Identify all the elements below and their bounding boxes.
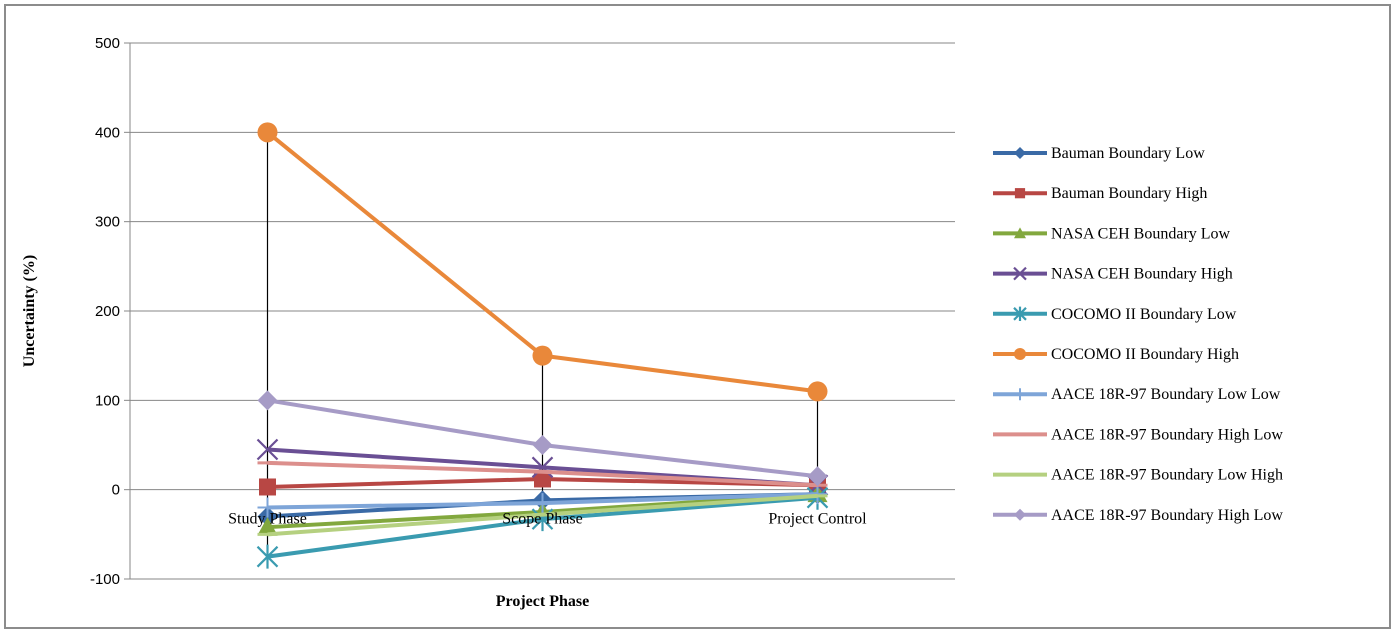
- y-tick-label: -100: [90, 571, 120, 588]
- series-10: [257, 390, 828, 487]
- chart-frame: [4, 4, 1391, 629]
- y-axis-title: Uncertainty (%): [21, 255, 38, 367]
- legend-item-5: COCOMO II Boundary Low: [993, 306, 1237, 323]
- legend-marker: [1014, 147, 1026, 159]
- data-point: [256, 544, 279, 569]
- x-tick-label: Study Phase: [228, 511, 307, 528]
- legend-label: AACE 18R-97 Boundary Low High: [1051, 467, 1283, 484]
- data-point: [807, 484, 828, 505]
- legend-item-8: AACE 18R-97 Boundary High Low: [993, 426, 1283, 443]
- data-point: [257, 517, 278, 536]
- legend-item-3: NASA CEH Boundary Low: [993, 225, 1231, 242]
- x-tick-label: Scope Phase: [502, 511, 582, 528]
- legend-item-9: AACE 18R-97 Boundary Low High: [993, 467, 1283, 484]
- y-tick-label: 200: [95, 303, 120, 320]
- y-tick-label: 0: [112, 482, 120, 499]
- legend-item-1: Bauman Boundary Low: [993, 145, 1205, 162]
- data-point: [807, 466, 828, 487]
- legend-marker: [1013, 266, 1027, 281]
- series-9: [257, 493, 828, 537]
- data-point: [807, 381, 828, 402]
- legend-item-7: AACE 18R-97 Boundary Low Low: [993, 386, 1281, 403]
- data-point: [259, 478, 276, 496]
- legend-label: AACE 18R-97 Boundary Low Low: [1051, 386, 1281, 403]
- data-point: [534, 470, 551, 488]
- data-point: [257, 497, 278, 518]
- legend-item-10: AACE 18R-97 Boundary High Low: [993, 507, 1283, 524]
- legend-marker: [1014, 388, 1026, 401]
- legend-label: Bauman Boundary Low: [1051, 145, 1205, 162]
- legend-item-6: COCOMO II Boundary High: [993, 346, 1239, 363]
- legend-marker: [1013, 306, 1027, 321]
- series-5: [256, 485, 829, 569]
- legend-marker: [1014, 348, 1026, 360]
- series-6: [257, 122, 828, 402]
- data-point: [256, 438, 279, 461]
- legend-label: COCOMO II Boundary Low: [1051, 306, 1237, 323]
- data-point: [532, 345, 553, 366]
- legend-label: AACE 18R-97 Boundary High Low: [1051, 507, 1283, 524]
- legend-item-4: NASA CEH Boundary High: [993, 266, 1233, 283]
- legend-marker: [1014, 508, 1026, 521]
- y-tick-label: 100: [95, 392, 120, 409]
- legend-marker: [1014, 227, 1026, 239]
- legend-label: COCOMO II Boundary High: [1051, 346, 1239, 363]
- y-tick-label: 400: [95, 124, 120, 141]
- y-tick-label: 300: [95, 214, 120, 231]
- series-7: [257, 484, 828, 518]
- legend-label: Bauman Boundary High: [1051, 185, 1207, 202]
- legend-label: NASA CEH Boundary High: [1051, 266, 1233, 283]
- x-axis-title: Project Phase: [496, 593, 589, 610]
- x-tick-label: Project Control: [768, 511, 867, 528]
- data-point: [257, 122, 278, 143]
- y-tick-label: 500: [95, 35, 120, 52]
- legend-item-2: Bauman Boundary High: [993, 185, 1207, 202]
- legend-marker: [1014, 188, 1026, 199]
- data-point: [532, 435, 553, 455]
- legend-label: NASA CEH Boundary Low: [1051, 225, 1231, 242]
- legend-label: AACE 18R-97 Boundary High Low: [1051, 426, 1283, 443]
- data-point: [257, 390, 278, 411]
- data-point: [532, 493, 553, 514]
